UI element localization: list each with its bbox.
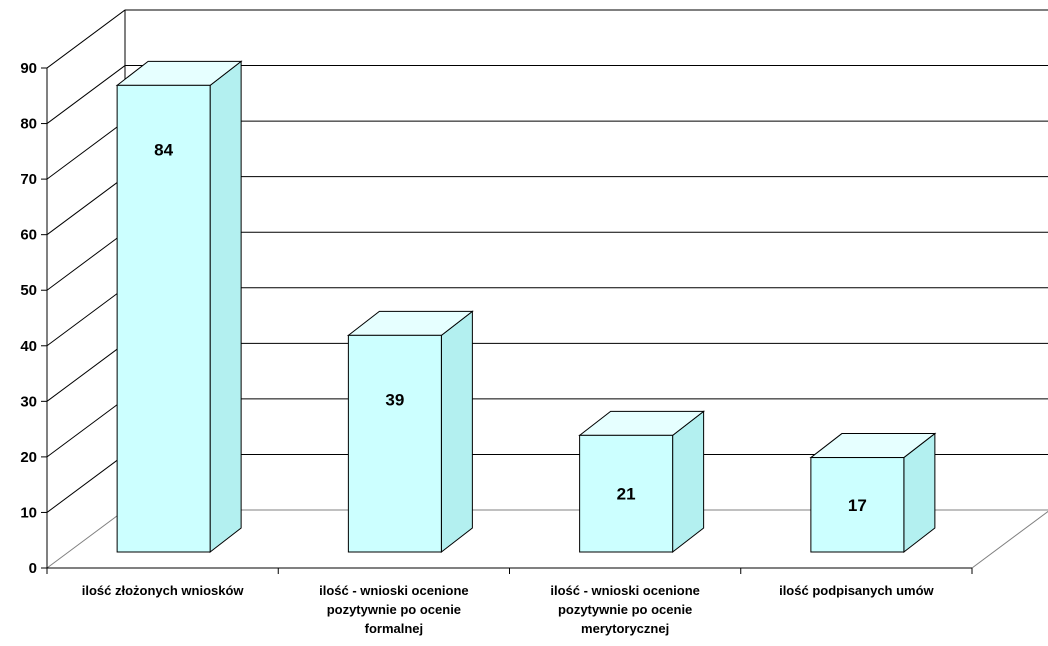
data-label: 84 xyxy=(154,140,173,159)
y-tick-label: 0 xyxy=(29,560,37,577)
gridline-diagonal xyxy=(46,398,126,458)
data-label: 39 xyxy=(385,390,404,409)
bar-side xyxy=(209,60,242,554)
gridline-diagonal xyxy=(46,231,126,291)
y-tick-label: 70 xyxy=(20,171,37,188)
y-tick-labels: 0 10 20 30 40 50 60 70 80 90 xyxy=(20,60,37,577)
gridlines xyxy=(46,9,1048,513)
data-label: 17 xyxy=(848,496,867,515)
bar-1 xyxy=(115,60,243,554)
bar-front xyxy=(347,334,442,553)
bar-front xyxy=(579,434,674,553)
gridline-diagonal xyxy=(46,9,126,69)
bar-side xyxy=(672,410,705,554)
bar-front xyxy=(116,84,211,553)
bar-4 xyxy=(809,432,937,554)
y-tick-label: 20 xyxy=(20,449,37,466)
bar-front xyxy=(810,457,905,553)
y-tick-label: 30 xyxy=(20,393,37,410)
bar-side xyxy=(440,310,473,554)
gridline-diagonal xyxy=(46,342,126,402)
y-tick-label: 10 xyxy=(20,504,37,521)
y-tick-label: 50 xyxy=(20,282,37,299)
bars xyxy=(115,60,937,554)
gridline-diagonal xyxy=(46,120,126,180)
data-label: 21 xyxy=(617,485,636,504)
y-tick-label: 90 xyxy=(20,60,37,77)
bar-3 xyxy=(578,410,706,554)
y-tick-label: 40 xyxy=(20,338,37,355)
gridline-diagonal xyxy=(46,287,126,347)
gridline-diagonal xyxy=(46,454,126,513)
y-tick-label: 60 xyxy=(20,227,37,244)
y-tick-label: 80 xyxy=(20,116,37,133)
x-tick-label: ilość - wnioski ocenione pozytywnie po o… xyxy=(550,583,700,636)
x-tick-label: ilość - wnioski ocenione pozytywnie po o… xyxy=(319,583,469,636)
bar-2 xyxy=(346,310,474,554)
gridline-diagonal xyxy=(46,65,126,124)
data-labels: 84 39 21 17 xyxy=(154,140,867,514)
x-tick-label: ilość złożonych wniosków xyxy=(81,583,244,598)
x-tick-label: ilość podpisanych umów xyxy=(779,583,934,598)
gridline-diagonal xyxy=(46,176,126,236)
